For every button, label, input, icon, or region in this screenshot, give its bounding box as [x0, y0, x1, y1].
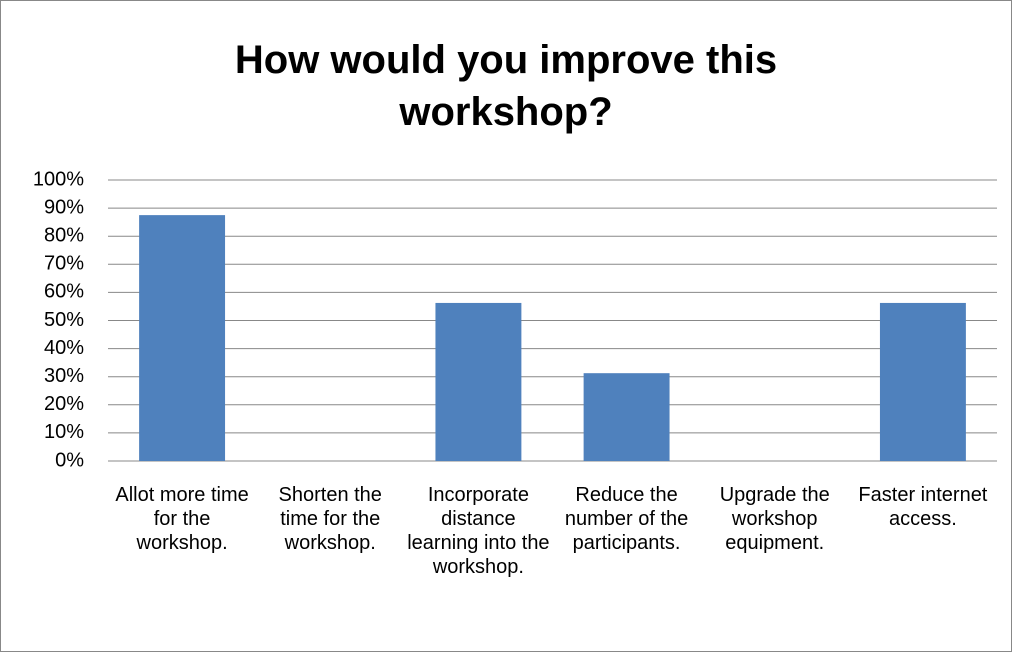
y-tick-label: 20%: [44, 393, 84, 415]
chart-title: How would you improve this workshop?: [234, 38, 778, 134]
x-tick-label: Reduce the number of the participants.: [564, 484, 689, 554]
y-tick-label: 100%: [33, 168, 84, 190]
y-tick-label: 30%: [44, 365, 84, 387]
bar: [583, 373, 670, 461]
bar: [435, 302, 522, 461]
y-tick-label: 40%: [44, 337, 84, 359]
y-tick-label: 10%: [44, 421, 84, 443]
y-tick-label: 70%: [44, 253, 84, 275]
x-tick-label: Faster internet access.: [858, 484, 988, 530]
x-tick-label: Shorten the time for the workshop.: [278, 484, 382, 554]
x-tick-label: Upgrade the workshop equipment.: [719, 484, 830, 554]
bar: [139, 215, 226, 461]
x-tick-label: Allot more time for the workshop.: [115, 484, 249, 554]
y-tick-label: 80%: [44, 224, 84, 246]
y-tick-label: 90%: [44, 196, 84, 218]
y-tick-label: 0%: [55, 449, 84, 471]
y-tick-label: 60%: [44, 281, 84, 303]
bar: [879, 302, 966, 461]
y-tick-label: 50%: [44, 309, 84, 331]
x-tick-label: Incorporate distance learning into the w…: [407, 484, 550, 578]
